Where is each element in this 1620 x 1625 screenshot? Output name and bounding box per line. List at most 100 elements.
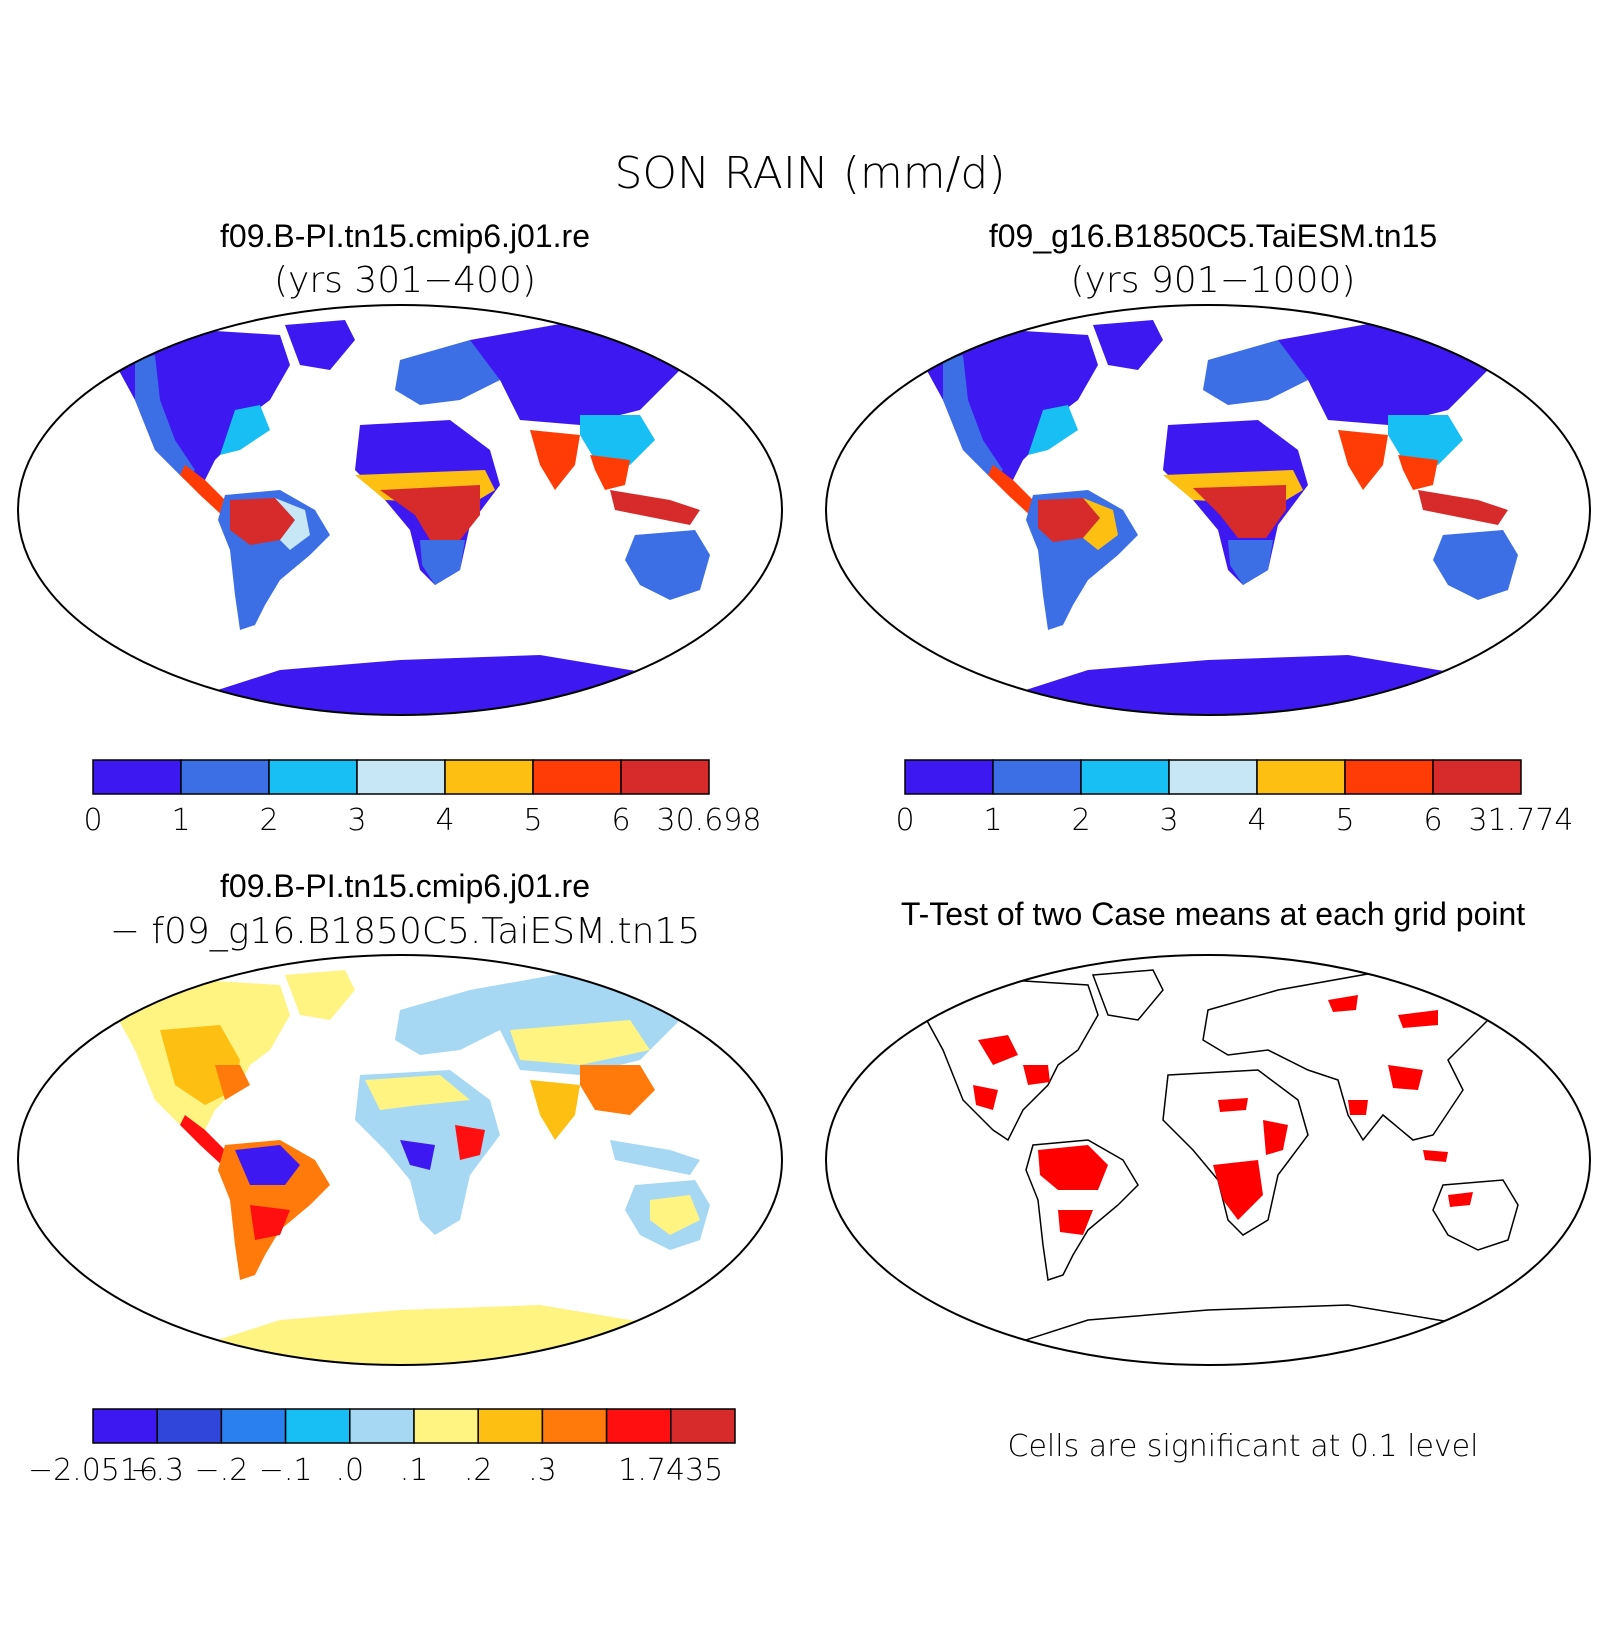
australia [1432,1179,1519,1251]
na-east-band [1028,405,1078,455]
map-ttest-border [825,954,1591,1366]
continents-case1 [105,315,710,715]
africa-tropics [380,485,480,540]
antarctica [947,1304,1510,1365]
colorbar-label: −2.0516 [28,1453,158,1488]
india [1338,430,1388,490]
sig-east-asia [1388,1065,1423,1090]
maritime-continent [610,1140,700,1175]
australia [1433,530,1518,600]
sig-central-asia [1328,995,1358,1012]
greenland [1093,320,1163,370]
panel-diff-title: f09.B-PI.tn15.cmip6.j01.re [220,868,590,904]
colorbar-swatch [444,759,534,795]
colorbar-label: 31.774 [1469,803,1574,838]
figure-title: SON RAIN (mm/d) [614,148,1005,199]
sig-siberia [1398,1010,1438,1028]
colorbar-swatch [349,1408,415,1444]
colorbar-swatch [1080,759,1170,795]
colorbar-swatch [620,759,710,795]
colorbar-label: −.1 [259,1453,313,1488]
continents-case2 [913,315,1518,715]
colorbar-label: 4 [435,803,454,838]
sig-australia [1448,1192,1473,1207]
north-america [105,330,290,490]
east-asia [580,1065,655,1115]
map-ttest [825,954,1591,1366]
na-east-band [220,405,270,455]
map-case1-border [17,304,783,716]
greenland [285,320,355,370]
map-diff [17,954,783,1366]
colorbar-swatch [156,1408,223,1444]
colorbar-label: .3 [528,1453,557,1488]
colorbar-swatch [180,759,270,795]
colorbar-label: 5 [523,803,542,838]
na-central-positive [160,1025,240,1105]
colorbar-swatch [1168,759,1258,795]
map-case2 [825,304,1591,716]
map-case1 [17,304,783,716]
colorbar-label: 1.7435 [618,1453,723,1488]
colorbar-label: 6 [1423,803,1442,838]
colorbar-swatch [1432,759,1522,795]
se-asia [1398,455,1438,490]
colorbar-label: 1 [983,803,1002,838]
colorbar-label: 3 [347,803,366,838]
asia-mid-positive [510,1020,650,1065]
colorbar-swatch [541,1408,608,1444]
colorbar-case2: 0 1 2 3 4 5 6 31.774 [895,759,1574,838]
continents-diff [105,965,710,1365]
colorbar-swatch [413,1408,479,1444]
colorbar-swatch [356,759,446,795]
amazon-core [230,498,295,545]
southern-africa [420,540,465,585]
na-west-coast-band [135,355,195,480]
colorbar-label: 1 [171,803,190,838]
panel-ttest-title: T-Test of two Case means at each grid po… [901,896,1525,932]
sig-india [1348,1100,1368,1115]
colorbar-label: 6 [611,803,630,838]
europe [395,990,510,1055]
eurasia-north [470,315,690,425]
colorbar-label: 4 [1247,803,1266,838]
sig-indonesia [1423,1150,1448,1162]
colorbar-label: 0 [83,803,102,838]
india [530,1080,580,1140]
map-case2-border [825,304,1591,716]
colorbar-swatch [605,1408,672,1444]
amazon-rim [275,498,310,550]
antarctica [948,655,1508,715]
colorbar-swatch [268,759,358,795]
sahara-positive [365,1075,470,1110]
colorbar-swatch [477,1408,544,1444]
australia-positive [650,1195,700,1235]
colorbar-swatch [1344,759,1434,795]
maritime-continent [610,490,700,525]
colorbar-case1: 0 1 2 3 4 5 6 30.698 [83,759,761,838]
ttest-significance-note: Cells are significant at 0.1 level [1008,1429,1479,1464]
greenland [1091,969,1164,1021]
na-east-positive [215,1065,250,1100]
australia [625,530,710,600]
colorbar-label: 3 [1159,803,1178,838]
colorbar-swatch [1256,759,1346,795]
na-west-coast-band [943,355,1003,480]
panel-case2-years: (yrs 901−1000) [1071,260,1356,301]
sa-south-positive [250,1205,290,1240]
sig-na-central [978,1035,1018,1065]
east-asia [1388,415,1463,465]
africa-tropics [1193,485,1286,538]
sig-east-africa [1263,1120,1288,1155]
congo-negative [400,1140,435,1170]
panel-case1-years: (yrs 301−400) [274,260,536,301]
colorbar-swatch [670,1408,736,1444]
sig-sahel [1218,1098,1248,1112]
colorbar-label: 0 [895,803,914,838]
north-america [913,330,1098,490]
india [530,430,580,490]
southern-africa [1228,540,1273,585]
amazon-core [1038,498,1100,542]
panel-case1-title: f09.B-PI.tn15.cmip6.j01.re [220,218,590,254]
